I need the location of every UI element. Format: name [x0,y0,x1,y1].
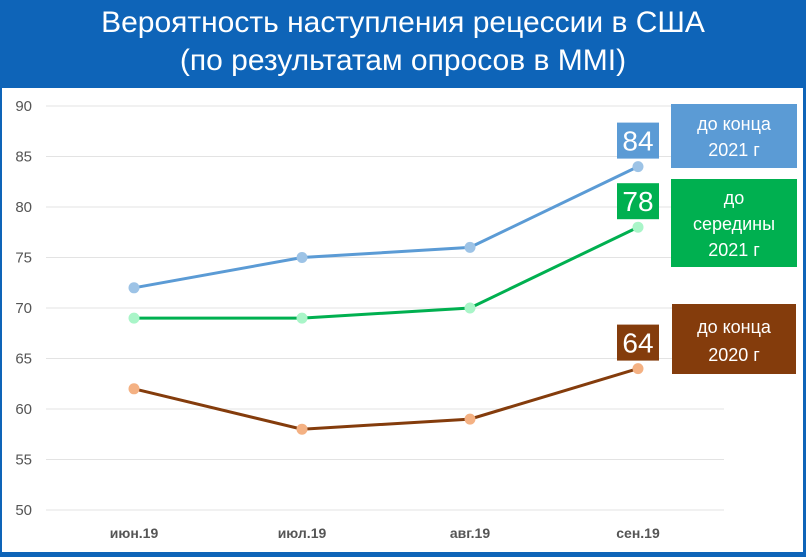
series-line-s2020end [133,367,639,431]
legend-label-s2021mid: до [724,188,745,208]
legend-label-s2021end: 2021 г [708,140,760,160]
y-tick-label: 60 [15,401,32,418]
x-tick-label: авг.19 [450,525,490,541]
data-point-s2020end [464,413,476,425]
value-label-box-s2021end [617,122,659,159]
y-tick-label: 70 [15,300,32,317]
data-point-s2020end [128,383,140,395]
data-point-s2021mid [464,302,476,314]
y-tick-label: 90 [15,98,32,115]
data-point-s2021mid [128,312,140,324]
data-point-s2021end [464,241,476,253]
y-tick-label: 50 [15,502,32,519]
y-tick-label: 65 [15,351,32,368]
y-tick-label: 85 [15,149,32,166]
grid-layer [46,105,724,511]
legend-label-s2020end: до конца [697,317,772,337]
line-chart: 50 55 60 65 70 75 80 85 90 июн.19 июл.19 авг.19 сен.… [15,98,797,541]
chart-title-line1: Вероятность наступления рецессии в США [101,6,705,39]
y-tick-label: 75 [15,250,32,267]
data-point-s2021end [632,161,644,173]
data-point-s2021mid [632,221,644,233]
series-line-s2021end [133,165,639,290]
data-point-s2020end [632,363,644,375]
series-line-s2021mid [134,225,639,320]
legend-box-s2021end [671,104,797,168]
data-point-s2021end [296,252,308,263]
legend-label-s2021end: до конца [697,114,772,134]
data-point-s2020end [296,423,308,435]
value-label-s2021end: 84 [622,126,653,157]
plot-panel: 50 55 60 65 70 75 80 85 90 июн.19 июл.19 авг.19 сен.… [2,88,803,552]
legend-box-s2020end [672,304,796,374]
value-label-s2020end: 64 [622,328,653,359]
data-point-s2021mid [296,312,308,324]
chart-title-line2: (по результатам опросов в MMI) [179,44,627,77]
legend-label-s2021mid: 2021 г [708,240,760,260]
x-tick-label: сен.19 [616,525,660,541]
y-tick-label: 80 [15,199,32,216]
x-tick-label: июл.19 [278,525,327,541]
value-label-box-s2021mid [617,183,659,220]
label-layer: 84 78 64 [617,122,659,361]
legend-label-s2020end: 2020 г [708,345,760,365]
chart-header: Вероятность наступления рецессии в США (… [0,0,806,88]
y-tick-label: 55 [15,452,32,469]
data-point-s2021end [128,282,140,294]
axis-layer: 50 55 60 65 70 75 80 85 90 июн.19 июл.19 авг.19 сен.… [15,98,660,541]
legend-label-s2021mid: середины [693,214,775,234]
legend-layer: до конца 2021 г до середины 2021 г до конца 20… [671,104,797,374]
value-label-s2021mid: 78 [622,186,653,217]
value-label-box-s2020end [617,324,659,361]
x-tick-label: июн.19 [110,525,159,541]
legend-box-s2021mid [671,179,797,267]
series-layer [128,161,644,435]
